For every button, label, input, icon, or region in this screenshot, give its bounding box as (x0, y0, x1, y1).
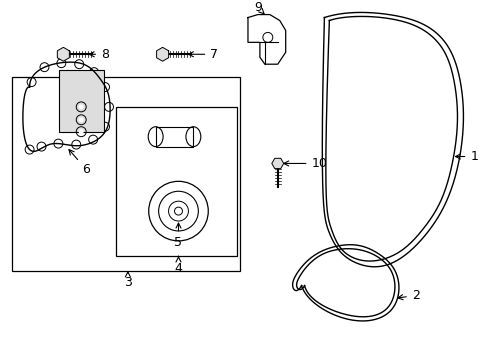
Circle shape (77, 62, 81, 66)
Circle shape (79, 104, 84, 109)
Polygon shape (57, 47, 70, 61)
Circle shape (79, 129, 84, 134)
Bar (12, 77, 240, 271)
Circle shape (56, 141, 60, 145)
Circle shape (40, 145, 44, 149)
Text: 3: 3 (124, 272, 132, 289)
Circle shape (59, 61, 63, 65)
Text: 6: 6 (69, 150, 90, 176)
Text: 10: 10 (284, 157, 327, 170)
Bar (59, 70, 104, 132)
Text: 1: 1 (456, 150, 478, 163)
Bar (156, 127, 194, 147)
Text: 5: 5 (174, 223, 182, 249)
Circle shape (103, 85, 107, 89)
Circle shape (103, 125, 107, 129)
Circle shape (29, 80, 34, 84)
Circle shape (74, 143, 78, 147)
Circle shape (91, 138, 95, 141)
Polygon shape (157, 47, 169, 61)
Polygon shape (272, 158, 284, 168)
Text: 4: 4 (174, 256, 182, 275)
Text: 9: 9 (254, 1, 265, 14)
Circle shape (27, 148, 31, 152)
Circle shape (92, 70, 96, 74)
Bar (116, 107, 237, 256)
Circle shape (79, 117, 84, 122)
Circle shape (43, 65, 47, 69)
Text: 7: 7 (189, 48, 218, 61)
Circle shape (107, 105, 111, 109)
Text: 2: 2 (398, 289, 419, 302)
Text: 8: 8 (89, 48, 109, 61)
